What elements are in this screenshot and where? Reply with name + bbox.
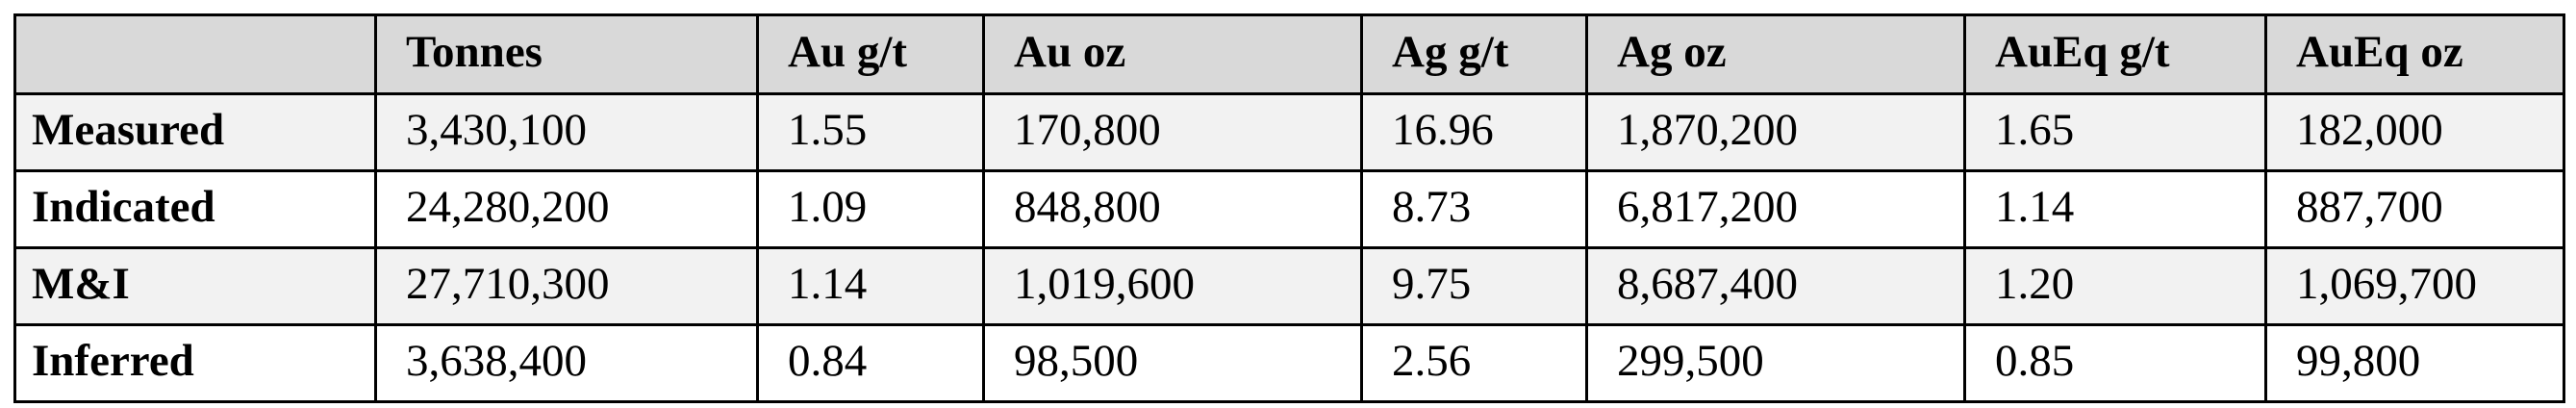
cell: 887,700 [2264,169,2565,249]
column-header: Au oz [982,13,1363,95]
cell: 848,800 [982,169,1363,249]
cell: 3,430,100 [374,92,759,172]
data-row: Inferred 3,638,400 0.84 98,500 2.56 299,500 0.… [13,323,2565,403]
data-row: M&I 27,710,300 1.14 1,019,600 9.75 8,687,400 1… [13,246,2565,326]
cell: 8,687,400 [1585,246,1966,326]
cell: 3,638,400 [374,323,759,403]
column-header: Ag g/t [1360,13,1588,95]
cell: 98,500 [982,323,1363,403]
cell: 1.14 [1963,169,2267,249]
cell: 1.65 [1963,92,2267,172]
column-header: Tonnes [374,13,759,95]
cell: 0.85 [1963,323,2267,403]
row-label: Inferred [13,323,377,403]
row-label: Indicated [13,169,377,249]
cell: 9.75 [1360,246,1588,326]
data-row: Indicated 24,280,200 1.09 848,800 8.73 6,817,… [13,169,2565,249]
resource-table: Tonnes Au g/t Au oz Ag g/t Ag oz AuEq g/t AuEq… [13,13,2565,403]
table-body: Measured 3,430,100 1.55 170,800 16.96 1,870,2… [13,92,2565,403]
cell: 6,817,200 [1585,169,1966,249]
data-row: Measured 3,430,100 1.55 170,800 16.96 1,870,2… [13,92,2565,172]
cell: 2.56 [1360,323,1588,403]
cell: 1,019,600 [982,246,1363,326]
cell: 1.09 [756,169,985,249]
cell: 24,280,200 [374,169,759,249]
cell: 1,870,200 [1585,92,1966,172]
cell: 1.20 [1963,246,2267,326]
cell: 170,800 [982,92,1363,172]
cell: 1,069,700 [2264,246,2565,326]
cell: 27,710,300 [374,246,759,326]
corner-cell [13,13,377,95]
cell: 0.84 [756,323,985,403]
column-header: Au g/t [756,13,985,95]
header-row: Tonnes Au g/t Au oz Ag g/t Ag oz AuEq g/t AuEq… [13,13,2565,95]
cell: 1.55 [756,92,985,172]
column-header: Ag oz [1585,13,1966,95]
column-header: AuEq oz [2264,13,2565,95]
cell: 99,800 [2264,323,2565,403]
column-header: AuEq g/t [1963,13,2267,95]
cell: 1.14 [756,246,985,326]
cell: 182,000 [2264,92,2565,172]
row-label: Measured [13,92,377,172]
row-label: M&I [13,246,377,326]
cell: 16.96 [1360,92,1588,172]
cell: 299,500 [1585,323,1966,403]
cell: 8.73 [1360,169,1588,249]
